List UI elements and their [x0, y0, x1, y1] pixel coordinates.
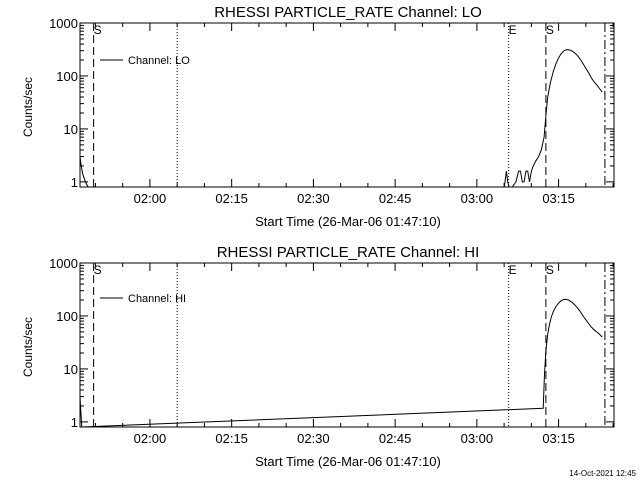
x-axis-label-hi: Start Time (26-Mar-06 01:47:10): [255, 454, 441, 469]
x-tick-label: 02:00: [134, 431, 167, 446]
panel-hi: 1 10 100 1000 02:00 02:15 02:30 02:45 03:00 03:15…: [49, 256, 615, 446]
timestamp: 14-Oct-2021 12:45: [569, 469, 636, 478]
plot-frame-hi: [79, 262, 615, 428]
y-tick-label: 1000: [49, 16, 78, 31]
x-tick-label: 02:45: [379, 431, 412, 446]
x-tick-label: 02:15: [215, 431, 248, 446]
x-tick-label: 03:00: [461, 191, 494, 206]
x-tick-label: 02:30: [297, 191, 330, 206]
legend-label-lo: Channel: LO: [128, 55, 190, 67]
event-marker-label: S: [94, 263, 102, 277]
event-marker-label: E: [509, 263, 517, 277]
x-tick-label: 03:15: [542, 431, 575, 446]
y-axis-label-hi: Counts/sec: [21, 317, 35, 377]
x-tick-label: 02:00: [134, 191, 167, 206]
series-line-hi: [80, 298, 603, 427]
chart-title-lo: RHESSI PARTICLE_RATE Channel: LO: [214, 4, 482, 21]
y-tick-label: 1: [71, 415, 78, 430]
y-tick-label: 1: [71, 175, 78, 190]
y-axis-label-lo: Counts/sec: [21, 77, 35, 137]
x-tick-label: 03:00: [461, 431, 494, 446]
y-tick-label: 1000: [49, 256, 78, 271]
event-marker-label: S: [546, 263, 554, 277]
x-tick-label: 02:45: [379, 191, 412, 206]
y-tick-label: 10: [64, 362, 78, 377]
y-tick-label: 100: [56, 69, 78, 84]
x-tick-label: 03:15: [542, 191, 575, 206]
y-tick-label: 10: [64, 122, 78, 137]
chart-marks: 1 10 100 1000 02:00 02:15 02:30 02:45 03:00 03:15…: [49, 16, 615, 446]
event-marker-label: E: [509, 23, 517, 37]
series-line-lo: [80, 49, 603, 187]
x-tick-label: 02:15: [215, 191, 248, 206]
chart-title-hi: RHESSI PARTICLE_RATE Channel: HI: [217, 244, 480, 261]
event-marker-label: S: [546, 23, 554, 37]
y-tick-label: 100: [56, 309, 78, 324]
x-tick-label: 02:30: [297, 431, 330, 446]
panel-lo: 1 10 100 1000 02:00 02:15 02:30 02:45 03:00 03:15…: [49, 16, 615, 206]
plot-frame-lo: [79, 22, 615, 188]
legend-label-hi: Channel: HI: [128, 293, 186, 305]
x-axis-label-lo: Start Time (26-Mar-06 01:47:10): [255, 214, 441, 229]
event-marker-label: S: [94, 23, 102, 37]
